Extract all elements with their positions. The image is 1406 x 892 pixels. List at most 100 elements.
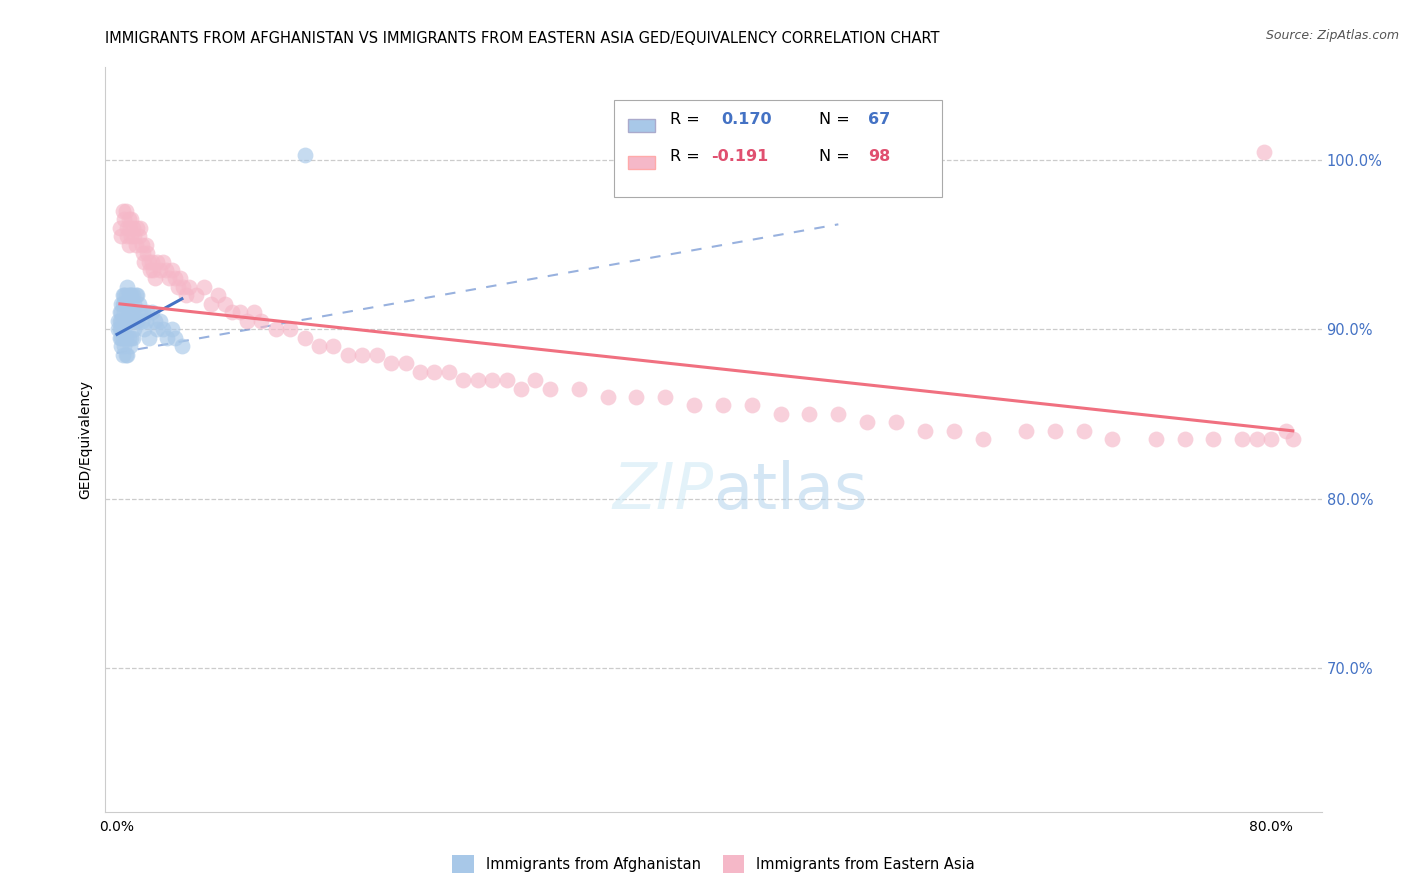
Point [143,314,166,328]
Point [111,331,134,345]
Point [118,314,141,328]
Point [152,322,174,336]
Text: atlas: atlas [713,460,868,523]
Point [127,288,149,302]
Point [112,212,135,227]
Point [125,314,148,328]
Y-axis label: GED/Equivalency: GED/Equivalency [79,380,93,499]
Point [132,305,155,319]
Point [1274,424,1296,438]
Point [131,237,153,252]
Point [451,373,474,387]
Point [115,229,138,244]
Point [121,305,143,319]
Point [136,246,159,260]
Point [110,331,132,345]
Point [114,203,136,218]
Text: R =: R = [669,149,704,164]
Point [294,331,316,345]
Point [366,348,388,362]
Point [138,331,160,345]
Point [114,297,136,311]
Text: -0.191: -0.191 [711,149,768,164]
Point [942,424,965,438]
Point [115,297,138,311]
Text: 67: 67 [868,112,890,127]
Point [741,399,763,413]
Point [110,322,132,336]
Point [128,229,150,244]
Point [111,314,134,328]
Point [172,280,194,294]
Point [134,254,156,268]
Point [596,390,619,404]
Point [114,331,136,345]
Point [1281,433,1303,447]
Point [117,331,139,345]
Point [127,220,149,235]
Point [278,322,301,336]
Point [118,288,141,302]
Bar [628,156,655,169]
Point [711,399,734,413]
Point [124,322,146,336]
Point [336,348,359,362]
Point [146,322,169,336]
Point [114,314,136,328]
Point [236,314,259,328]
Point [163,331,186,345]
Point [149,314,172,328]
Point [481,373,503,387]
Point [1253,145,1275,159]
Point [495,373,517,387]
Point [129,220,152,235]
Point [121,331,143,345]
Point [115,280,138,294]
Point [121,220,143,235]
Point [141,305,163,319]
Point [121,288,143,302]
Point [120,212,142,227]
Point [264,322,287,336]
Point [1015,424,1038,438]
Point [160,263,183,277]
Point [118,220,141,235]
Point [394,356,416,370]
Point [114,348,136,362]
Text: N =: N = [820,112,855,127]
Point [117,305,139,319]
Text: 0.170: 0.170 [721,112,772,127]
Point [111,203,134,218]
Point [112,297,135,311]
Point [111,348,134,362]
Point [654,390,676,404]
Point [117,288,139,302]
Point [112,305,135,319]
Point [228,305,250,319]
Point [538,382,561,396]
Point [124,229,146,244]
Legend: Immigrants from Afghanistan, Immigrants from Eastern Asia: Immigrants from Afghanistan, Immigrants … [446,849,981,879]
Point [308,339,330,353]
Point [1202,433,1225,447]
Point [135,314,157,328]
Point [1246,433,1268,447]
Point [131,314,153,328]
Point [467,373,489,387]
Point [125,288,148,302]
Point [136,305,159,319]
Point [152,254,174,268]
Text: R =: R = [669,112,704,127]
Point [138,254,160,268]
Point [200,297,222,311]
Point [112,322,135,336]
Point [221,305,243,319]
Point [1174,433,1197,447]
Point [157,271,180,285]
Point [1144,433,1167,447]
Point [143,271,166,285]
Point [107,314,129,328]
Text: 98: 98 [868,149,890,164]
Point [108,305,131,319]
Bar [628,119,655,132]
